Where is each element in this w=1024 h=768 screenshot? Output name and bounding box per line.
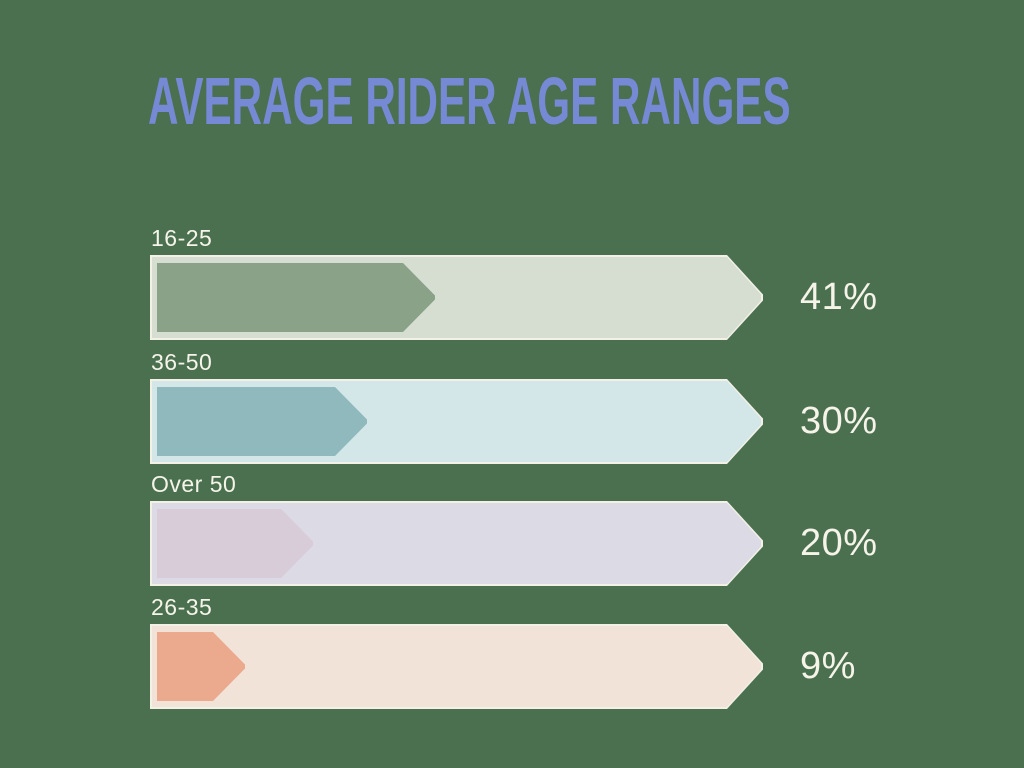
bar-value-label: 41% <box>800 276 878 318</box>
bar-fill <box>157 263 435 332</box>
bar-row: Over 50 20% <box>150 469 970 589</box>
bar-track <box>150 379 763 464</box>
bar-value-label: 9% <box>800 645 856 687</box>
bar-track <box>150 255 763 340</box>
bar-category-label: 36-50 <box>151 349 213 375</box>
bar-row: 16-25 41% <box>150 223 970 343</box>
bar-track-area <box>152 257 761 338</box>
bar-category-label: 26-35 <box>151 594 213 620</box>
bar-value-label: 20% <box>800 522 878 564</box>
bar-value-label: 30% <box>800 400 878 442</box>
bar-row: 36-50 30% <box>150 347 970 467</box>
bar-track-area <box>152 503 761 584</box>
bar-track-area <box>152 381 761 462</box>
chart-title: AVERAGE RIDER AGE RANGES <box>148 64 791 139</box>
bar-track <box>150 501 763 586</box>
bar-track-area <box>152 626 761 707</box>
bar-track <box>150 624 763 709</box>
bar-fill <box>157 387 367 456</box>
bar-row: 26-35 9% <box>150 592 970 712</box>
bar-fill <box>157 632 245 701</box>
bar-category-label: Over 50 <box>151 471 237 497</box>
bar-category-label: 16-25 <box>151 225 213 251</box>
bar-fill <box>157 509 313 578</box>
